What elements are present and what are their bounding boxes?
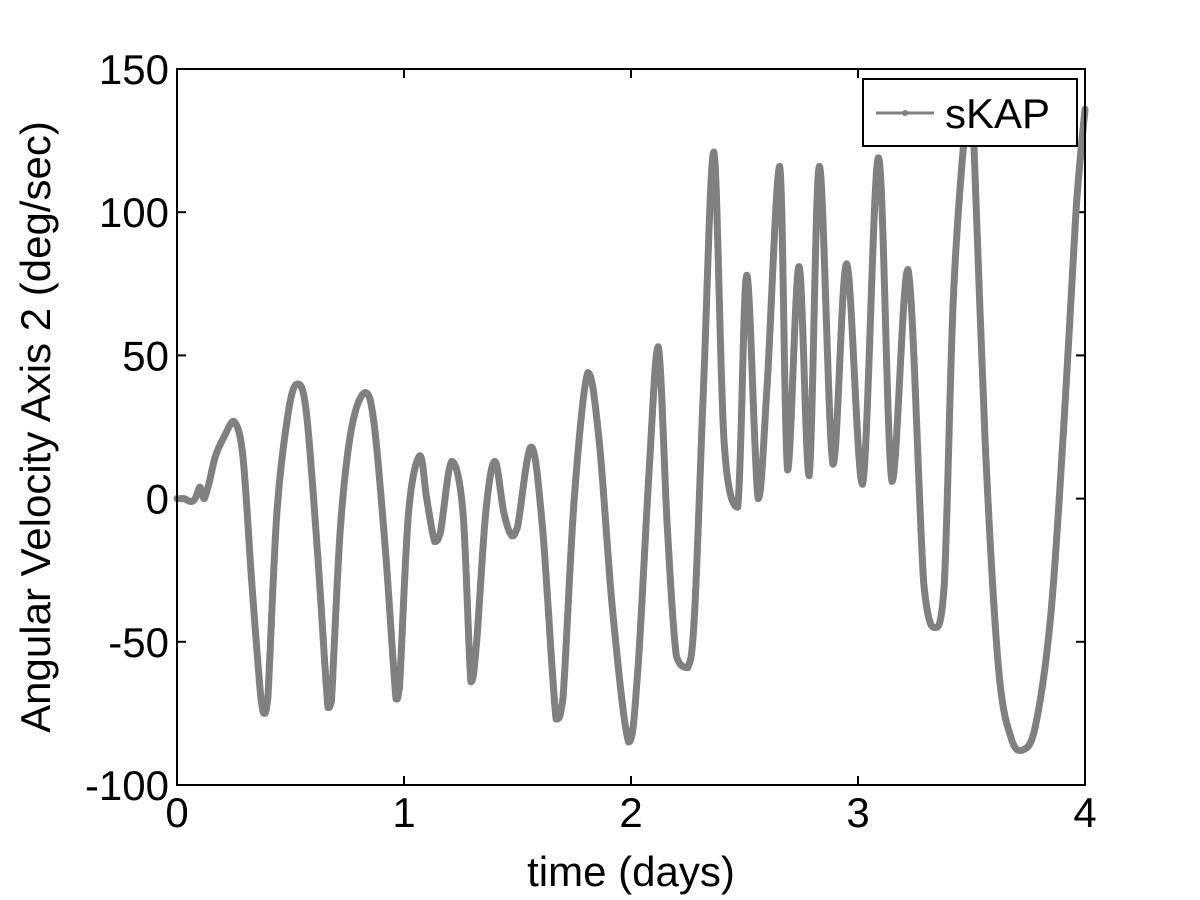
- legend-marker-skap: [902, 110, 908, 116]
- x-axis-title: time (days): [527, 848, 735, 895]
- y-tick-label-3: 50: [122, 332, 169, 379]
- x-tick-label-0: 0: [165, 789, 188, 836]
- y-tick-label-0: -100: [85, 762, 169, 809]
- legend-label-skap: sKAP: [945, 90, 1050, 137]
- x-tick-label-3: 3: [846, 789, 869, 836]
- series-layer: [173, 105, 1089, 755]
- y-tick-labels: -100 -50 0 50 100 150: [85, 46, 169, 809]
- x-tick-label-4: 4: [1073, 789, 1096, 836]
- y-tick-label-5: 150: [99, 46, 169, 93]
- series-line-skap: [173, 105, 1089, 755]
- y-tick-label-1: -50: [108, 619, 169, 666]
- y-tick-label-2: 0: [146, 476, 169, 523]
- y-tick-label-4: 100: [99, 189, 169, 236]
- x-tick-labels: 0 1 2 3 4: [165, 789, 1096, 836]
- plot-frame: [176, 68, 1086, 786]
- y-axis-title: Angular Velocity Axis 2 (deg/sec): [12, 121, 59, 733]
- x-tick-label-1: 1: [392, 789, 415, 836]
- x-tick-label-2: 2: [619, 789, 642, 836]
- legend: sKAP: [862, 78, 1078, 147]
